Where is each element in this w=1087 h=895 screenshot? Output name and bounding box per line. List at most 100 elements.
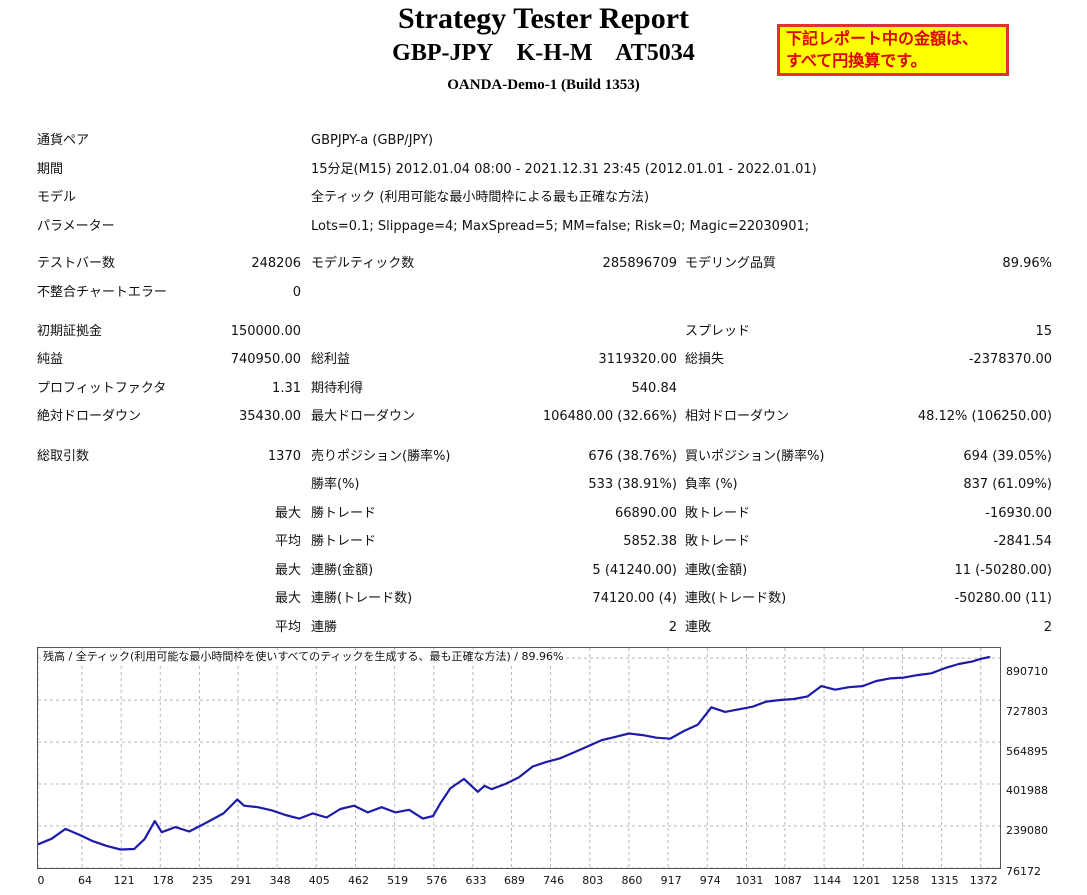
balance-point: [751, 705, 754, 708]
balance-point: [573, 751, 575, 754]
balance-point: [586, 745, 589, 748]
report-title: Strategy Tester Report: [397, 2, 690, 35]
symbol-label: 通貨ペア: [37, 133, 90, 148]
balance-point: [779, 699, 781, 701]
gross-profit-label: 総利益: [311, 352, 351, 367]
balance-point: [367, 811, 369, 814]
balance-point: [64, 828, 67, 830]
period-label: 期間: [37, 162, 64, 177]
x-tick-label: 1372: [969, 874, 998, 887]
x-tick-label: 974: [699, 874, 721, 887]
balance-point: [174, 826, 177, 828]
long-positions-value: 694 (39.05%): [963, 449, 1052, 464]
bars-label: テストバー数: [37, 256, 116, 271]
balance-line: [38, 655, 990, 851]
model-value: 全ティック (利用可能な最小時間枠による最も正確な方法): [311, 190, 650, 205]
consec-wins-count-value: 74120.00 (4): [592, 591, 677, 606]
net-value: 740950.00: [230, 352, 301, 367]
consec-wins-money-value: 5 (41240.00): [592, 563, 677, 578]
notice-line-1: 下記レポート中の金額は、: [786, 29, 979, 48]
balance-point: [669, 737, 671, 740]
consec-losses-count-value: -50280.00 (11): [954, 591, 1052, 606]
x-tick-label: 746: [543, 874, 565, 887]
balance-point: [531, 765, 534, 768]
balance-point: [614, 736, 616, 738]
x-tick-label: 519: [387, 874, 409, 887]
balance-point: [979, 658, 982, 660]
average-label: 平均: [274, 534, 301, 549]
total-trades-label: 総取引数: [37, 449, 90, 464]
deposit-value: 150000.00: [230, 324, 301, 339]
win-rate-label: 勝率(%): [311, 477, 360, 492]
model-label: モデル: [37, 190, 77, 205]
balance-point: [875, 680, 878, 682]
y-tick-label: 401988: [1006, 784, 1048, 797]
balance-point: [160, 831, 163, 834]
balance-point: [600, 739, 603, 742]
balance-point: [257, 806, 259, 809]
balance-point: [861, 685, 864, 687]
avg-consec-losses-label: 連敗: [685, 620, 712, 635]
balance-point: [243, 804, 245, 807]
balance-point: [105, 845, 108, 847]
consec-losses-money-value: 11 (-50280.00): [954, 563, 1052, 578]
balance-point: [202, 823, 204, 826]
balance-point: [483, 785, 486, 787]
x-tick-label: 1315: [930, 874, 959, 887]
total-trades-value: 1370: [267, 449, 301, 464]
avg-consec-wins-label: 連勝: [311, 620, 338, 635]
balance-point: [188, 830, 190, 833]
largest-loss-value: -16930.00: [985, 506, 1052, 521]
balance-point: [78, 834, 81, 836]
balance-point: [889, 677, 891, 680]
gross-loss-label: 総損失: [685, 352, 725, 367]
period-value: 15分足(M15) 2012.01.04 08:00 - 2021.12.31 …: [311, 162, 817, 177]
x-tick-label: 405: [308, 874, 330, 887]
balance-point: [476, 790, 479, 793]
average-win-value: 5852.38: [623, 534, 677, 549]
x-tick-label: 860: [621, 874, 643, 887]
long-positions-label: 買いポジション(勝率%): [685, 449, 825, 464]
ticks-value: 285896709: [602, 256, 677, 271]
mismatch-value: 0: [292, 285, 301, 300]
loss-rate-value: 837 (61.09%): [963, 477, 1052, 492]
balance-point: [988, 656, 991, 658]
balance-point: [724, 711, 726, 713]
x-tick-label: 235: [191, 874, 213, 887]
short-positions-value: 676 (38.76%): [588, 449, 677, 464]
x-tick-label: 576: [426, 874, 448, 887]
x-tick-label: 64: [77, 874, 92, 887]
balance-point: [641, 734, 644, 736]
deposit-label: 初期証拠金: [37, 324, 103, 339]
expected-payoff-label: 期待利得: [311, 381, 364, 396]
gross-profit-value: 3119320.00: [598, 352, 677, 367]
chart-legend: 残高 / 全ティック(利用可能な最小時間枠を使いすべてのティックを生成する、最も…: [41, 650, 566, 664]
average-loss-value: -2841.54: [993, 534, 1052, 549]
x-tick-label: 178: [152, 874, 174, 887]
server-info: OANDA-Demo-1 (Build 1353): [447, 77, 640, 93]
balance-point: [944, 667, 946, 669]
y-tick-label: 76172: [1006, 865, 1041, 878]
balance-point: [971, 660, 974, 663]
balance-chart: [37, 647, 1001, 869]
balance-point: [325, 816, 328, 819]
balance-point: [559, 757, 562, 760]
y-tick-label: 727803: [1006, 705, 1048, 718]
balance-point: [710, 706, 713, 709]
balance-point: [463, 778, 465, 780]
x-tick-label: 121: [113, 874, 135, 887]
balance-point: [628, 732, 630, 735]
balance-point: [765, 700, 768, 703]
x-tick-label: 291: [230, 874, 252, 887]
balance-point: [655, 736, 658, 739]
quality-label: モデリング品質: [685, 256, 777, 271]
balance-point: [119, 848, 122, 851]
largest-win-value: 66890.00: [614, 506, 677, 521]
balance-point: [408, 809, 410, 811]
x-tick-label: 348: [269, 874, 291, 887]
loss-rate-label: 負率 (%): [685, 477, 738, 492]
absolute-drawdown-label: 絶対ドローダウン: [37, 409, 142, 424]
balance-point: [380, 806, 383, 809]
absolute-drawdown-value: 35430.00: [238, 409, 301, 424]
currency-notice: 下記レポート中の金額は、 すべて円換算です。: [777, 24, 1009, 76]
